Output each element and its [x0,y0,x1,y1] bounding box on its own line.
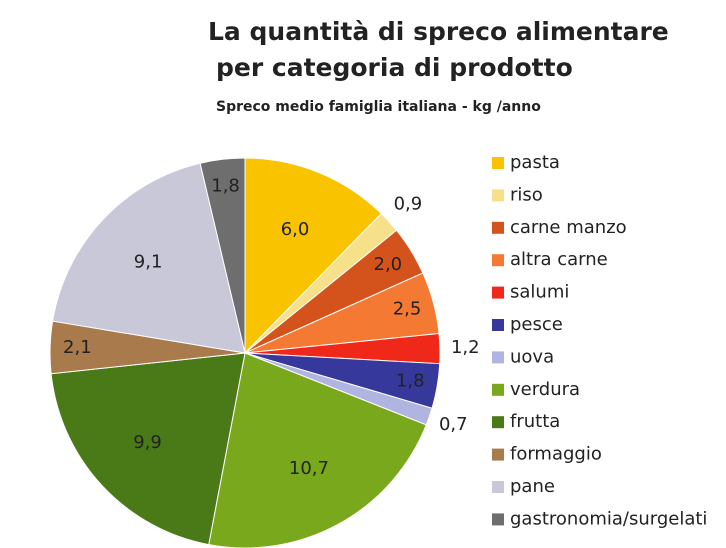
legend-label: frutta [510,411,560,432]
legend-label: verdura [510,379,580,400]
data-label: 2,1 [63,337,92,358]
legend-label: pasta [510,152,560,173]
data-label: 1,2 [451,337,480,358]
pie-slice [52,162,246,354]
legend-swatch [492,383,504,396]
data-label: 2,5 [393,299,422,320]
legend-swatch [492,189,504,202]
legend-swatch [492,254,504,267]
legend-label: uova [510,346,554,367]
legend-swatch [492,351,504,364]
legend-swatch [492,286,504,299]
chart-title: per categoria di prodotto [216,53,573,82]
pie-slice [50,352,246,546]
legend-label: riso [510,184,543,205]
data-label: 0,7 [439,414,468,435]
data-label: 6,0 [281,219,310,240]
data-label: 1,8 [211,175,240,196]
legend-swatch [492,221,504,234]
legend-label: pane [510,476,555,497]
legend-swatch [492,416,504,429]
chart-title: La quantità di spreco alimentare [208,17,669,46]
legend-swatch [492,319,504,331]
legend-label: carne manzo [510,217,627,238]
legend-swatch [492,157,504,169]
data-label: 10,7 [289,458,329,479]
data-label: 2,0 [374,254,403,275]
legend-swatch [492,481,504,493]
pie-slice [244,157,383,355]
data-label: 0,9 [394,194,423,215]
chart-subtitle: Spreco medio famiglia italiana - kg /ann… [216,99,541,115]
legend-swatch [492,513,504,526]
legend-label: formaggio [510,444,602,465]
data-label: 9,9 [133,432,162,453]
legend-label: pesce [510,314,563,335]
legend-label: gastronomia/surgelati [510,508,707,529]
legend-swatch [492,448,504,461]
legend-label: altra carne [510,249,608,270]
data-label: 1,8 [396,371,425,392]
data-label: 9,1 [134,251,163,272]
legend-label: salumi [510,282,569,303]
pie-slice [199,157,246,354]
